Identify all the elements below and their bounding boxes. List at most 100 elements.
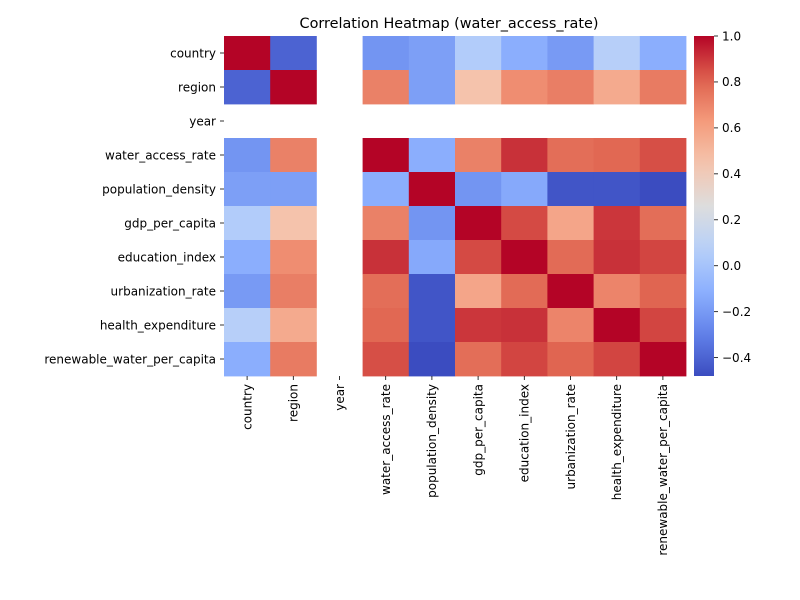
heatmap-cell — [639, 342, 687, 377]
heatmap-cell — [593, 308, 641, 343]
heatmap-cell — [501, 138, 548, 173]
heatmap-cell — [593, 70, 641, 105]
heatmap-cell — [501, 70, 548, 105]
colorbar-tick-label: 0.0 — [722, 259, 741, 273]
heatmap-cell — [362, 172, 410, 207]
heatmap-cell — [547, 342, 594, 377]
heatmap-cell — [501, 206, 548, 241]
heatmap-cell — [224, 206, 271, 241]
row-label: region — [178, 80, 216, 94]
heatmap-cell — [408, 308, 456, 343]
heatmap-cell — [362, 36, 410, 71]
row-label: population_density — [102, 182, 216, 196]
heatmap-cell — [362, 274, 410, 309]
heatmap-cell — [224, 274, 271, 309]
heatmap-cell — [270, 206, 317, 241]
heatmap-cell — [224, 36, 271, 71]
heatmap-cell — [501, 308, 548, 343]
heatmap-cell — [362, 240, 410, 275]
column-label: health_expenditure — [610, 384, 624, 500]
heatmap-cell — [455, 308, 502, 343]
row-label: water_access_rate — [105, 148, 216, 162]
heatmap-cell — [593, 274, 641, 309]
heatmap-cell — [639, 274, 687, 309]
heatmap-cell — [455, 206, 502, 241]
row-label: gdp_per_capita — [124, 216, 216, 230]
heatmap-cell — [547, 70, 594, 105]
column-labels: country region year water_access_rate popula… — [240, 376, 670, 556]
row-label: renewable_water_per_capita — [44, 352, 216, 366]
heatmap-cell — [501, 342, 548, 377]
heatmap-cell — [639, 240, 687, 275]
heatmap-cell — [639, 70, 687, 105]
heatmap-cell — [362, 308, 410, 343]
heatmap-cell — [547, 240, 594, 275]
heatmap-cell — [455, 342, 502, 377]
heatmap-cell — [547, 138, 594, 173]
heatmap-cell — [547, 274, 594, 309]
heatmap-cell — [408, 138, 456, 173]
row-label: urbanization_rate — [111, 284, 216, 298]
heatmap-cell — [593, 206, 641, 241]
colorbar-tick-label: 0.8 — [722, 75, 741, 89]
heatmap-cell — [408, 342, 456, 377]
heatmap-cell — [547, 172, 594, 207]
column-label: year — [333, 384, 347, 411]
colorbar-tick-label: 0.6 — [722, 121, 741, 135]
column-label: population_density — [425, 384, 439, 498]
heatmap-cell — [593, 172, 641, 207]
heatmap-cell — [501, 172, 548, 207]
heatmap-cell — [408, 36, 456, 71]
heatmap-cell — [408, 172, 456, 207]
heatmap-cell — [593, 138, 641, 173]
row-label: education_index — [118, 250, 216, 264]
heatmap-cell — [408, 240, 456, 275]
heatmap-cell — [224, 342, 271, 377]
heatmap-cell — [455, 240, 502, 275]
heatmap-cell — [501, 240, 548, 275]
row-labels: country region year water_access_ratepopula… — [44, 46, 224, 366]
colorbar-tick-label: 1.0 — [722, 29, 741, 43]
row-label: health_expenditure — [100, 318, 216, 332]
colorbar-tick-label: −0.2 — [722, 305, 751, 319]
heatmap-cell — [455, 138, 502, 173]
heatmap-cell — [593, 240, 641, 275]
heatmap-cell — [547, 206, 594, 241]
chart-title: Correlation Heatmap (water_access_rate) — [300, 16, 599, 32]
colorbar-ticks: −0.4 −0.2 0.0 0.2 0.4 0.6 0.8 1.0 — [714, 29, 751, 365]
heatmap-cell — [455, 70, 502, 105]
heatmap-cell — [408, 206, 456, 241]
heatmap-cell — [224, 308, 271, 343]
heatmap-cell — [547, 308, 594, 343]
heatmap-cell — [455, 274, 502, 309]
heatmap-cell — [408, 274, 456, 309]
heatmap-cell — [270, 172, 317, 207]
heatmap-cell — [224, 240, 271, 275]
heatmap-cell — [362, 70, 410, 105]
column-label: urbanization_rate — [564, 384, 578, 489]
heatmap-cell — [593, 36, 641, 71]
heatmap-cell — [224, 172, 271, 207]
heatmap-cell — [639, 36, 687, 71]
heatmap-cell — [224, 138, 271, 173]
heatmap-cell — [639, 206, 687, 241]
heatmap-cell — [501, 274, 548, 309]
heatmap-cell — [270, 308, 317, 343]
heatmap-cell — [270, 70, 317, 105]
column-label: country — [240, 384, 254, 430]
colorbar-tick-label: 0.4 — [722, 167, 741, 181]
colorbar-tick-label: −0.4 — [722, 351, 751, 365]
heatmap-cell — [547, 36, 594, 71]
heatmap-cell — [270, 240, 317, 275]
heatmap-cell — [639, 172, 687, 207]
column-label: renewable_water_per_capita — [656, 384, 670, 556]
heatmap-cell — [639, 138, 687, 173]
heatmap-cell — [270, 342, 317, 377]
row-label: year — [189, 114, 216, 128]
heatmap-cell — [455, 36, 502, 71]
colorbar-tick-label: 0.2 — [722, 213, 741, 227]
heatmap-cell — [362, 138, 410, 173]
heatmap-cell — [639, 308, 687, 343]
heatmap-cell — [501, 36, 548, 71]
